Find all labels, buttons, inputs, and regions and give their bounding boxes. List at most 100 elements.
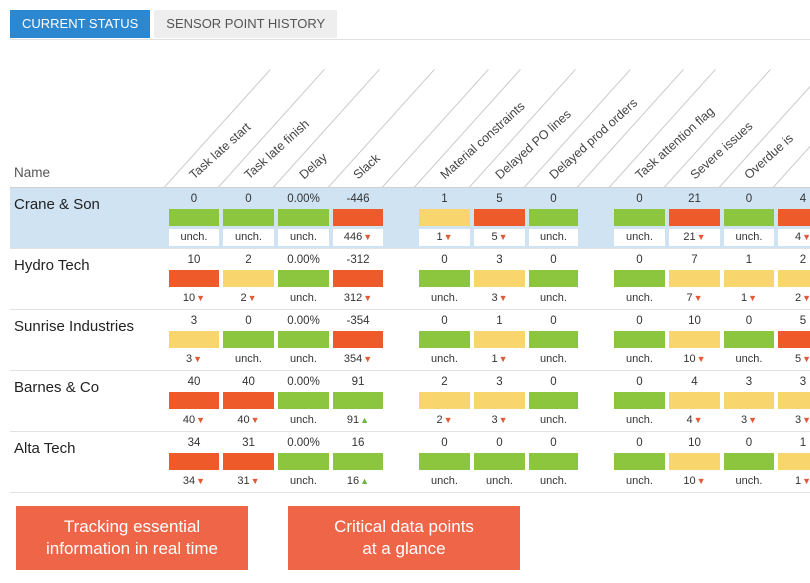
status-cell[interactable]: 0 unch. xyxy=(527,371,580,431)
status-cell[interactable]: -312 312▼ xyxy=(331,249,385,309)
callout-line: Tracking essential xyxy=(63,517,201,536)
status-cell[interactable]: 0 unch. xyxy=(612,249,667,309)
arrow-down-icon: ▼ xyxy=(802,232,810,242)
cell-value: 1 xyxy=(745,254,753,266)
status-cell[interactable]: 0 unch. xyxy=(167,188,221,248)
status-cell[interactable]: 0.00% unch. xyxy=(276,188,331,248)
cell-value: 91 xyxy=(351,376,365,388)
tab-current-status[interactable]: CURRENT STATUS xyxy=(10,10,151,38)
cell-value: 0 xyxy=(745,437,753,449)
status-cell[interactable]: 1 1▼ xyxy=(776,432,810,492)
callout-line: information in real time xyxy=(46,539,218,558)
cell-value: 3 xyxy=(799,376,807,388)
change-text: 3 xyxy=(740,414,748,426)
status-cell[interactable]: 0 unch. xyxy=(722,188,776,248)
status-cell[interactable]: 4 4▼ xyxy=(667,371,722,431)
status-cell[interactable]: 3 3▼ xyxy=(722,371,776,431)
status-bar-green xyxy=(419,331,470,348)
status-cell[interactable]: -446 446▼ xyxy=(331,188,385,248)
cell-value: 0 xyxy=(550,193,557,205)
status-cell[interactable]: 0 unch. xyxy=(417,432,472,492)
arrow-down-icon: ▼ xyxy=(196,476,206,486)
cell-value: 40 xyxy=(187,376,201,388)
table-row[interactable]: Alta Tech 34 34▼ 31 31▼ 0.00% unch. 16 16▲ 0 unch.… xyxy=(10,432,810,493)
status-cell[interactable]: 7 7▼ xyxy=(667,249,722,309)
status-cell[interactable]: 0 unch. xyxy=(417,310,472,370)
status-cell[interactable]: 0 unch. xyxy=(612,371,667,431)
status-cell[interactable]: 0 unch. xyxy=(722,310,776,370)
status-cell[interactable]: 3 3▼ xyxy=(472,371,527,431)
status-cell[interactable]: 10 10▼ xyxy=(167,249,221,309)
status-cell[interactable]: 0 unch. xyxy=(612,432,667,492)
arrow-down-icon: ▼ xyxy=(443,232,453,242)
status-cell[interactable]: 0 unch. xyxy=(221,188,276,248)
status-cell[interactable]: 3 3▼ xyxy=(776,371,810,431)
status-cell[interactable]: 1 1▼ xyxy=(417,188,472,248)
status-cell[interactable]: 21 21▼ xyxy=(667,188,722,248)
cell-change: unch. xyxy=(278,229,329,246)
cell-change: unch. xyxy=(724,351,774,368)
status-cell[interactable]: 2 2▼ xyxy=(221,249,276,309)
cell-change: unch. xyxy=(419,351,470,368)
table-row[interactable]: Hydro Tech 10 10▼ 2 2▼ 0.00% unch. -312 312▼ 0 unc… xyxy=(10,249,810,310)
status-cell[interactable]: 0 unch. xyxy=(612,310,667,370)
table-row[interactable]: Crane & Son 0 unch. 0 unch. 0.00% unch. -446 446… xyxy=(10,188,810,249)
change-text: 7 xyxy=(686,292,693,304)
status-cell[interactable]: 2 2▼ xyxy=(776,249,810,309)
arrow-down-icon: ▼ xyxy=(363,354,373,364)
change-text: 312 xyxy=(343,292,363,304)
table-row[interactable]: Barnes & Co 40 40▼ 40 40▼ 0.00% unch. 91 91▲ 2 2▼ 3… xyxy=(10,371,810,432)
status-cell[interactable]: 0 unch. xyxy=(417,249,472,309)
status-cell[interactable]: 0 unch. xyxy=(722,432,776,492)
status-cell[interactable]: 0 unch. xyxy=(527,310,580,370)
status-cell[interactable]: 0 unch. xyxy=(527,432,580,492)
status-cell[interactable]: 4 4▼ xyxy=(776,188,810,248)
cell-change: 2▼ xyxy=(778,290,810,307)
status-cell[interactable]: 3 3▼ xyxy=(167,310,221,370)
arrow-down-icon: ▼ xyxy=(693,293,703,303)
status-cell[interactable]: 0 unch. xyxy=(221,310,276,370)
cell-value: 0.00% xyxy=(287,315,320,327)
status-bar-yellow xyxy=(778,453,810,470)
status-cell[interactable]: 34 34▼ xyxy=(167,432,221,492)
status-cell[interactable]: 0.00% unch. xyxy=(276,371,331,431)
status-cell[interactable]: 0 unch. xyxy=(527,188,580,248)
status-cell[interactable]: 0 unch. xyxy=(612,188,667,248)
change-text: unch. xyxy=(626,353,653,365)
status-cell[interactable]: 40 40▼ xyxy=(167,371,221,431)
status-cell[interactable]: 5 5▼ xyxy=(776,310,810,370)
change-text: unch. xyxy=(540,414,567,426)
name-column-header[interactable]: Name xyxy=(14,165,51,180)
column-header-overdue-is[interactable]: Overdue is xyxy=(741,131,796,182)
status-cell[interactable]: 0.00% unch. xyxy=(276,432,331,492)
table-row[interactable]: Sunrise Industries 3 3▼ 0 unch. 0.00% unch. -35… xyxy=(10,310,810,371)
status-cell[interactable]: -354 354▼ xyxy=(331,310,385,370)
status-bar-green xyxy=(278,209,329,226)
cell-change: 40▼ xyxy=(169,412,219,429)
change-text: unch. xyxy=(735,231,763,243)
status-cell[interactable]: 16 16▲ xyxy=(331,432,385,492)
status-bar-green xyxy=(529,270,578,287)
status-cell[interactable]: 10 10▼ xyxy=(667,432,722,492)
status-cell[interactable]: 91 91▲ xyxy=(331,371,385,431)
status-cell[interactable]: 31 31▼ xyxy=(221,432,276,492)
arrow-down-icon: ▼ xyxy=(443,415,453,425)
arrow-down-icon: ▼ xyxy=(193,354,203,364)
status-cell[interactable]: 1 1▼ xyxy=(472,310,527,370)
change-text: 10 xyxy=(683,353,696,365)
status-cell[interactable]: 10 10▼ xyxy=(667,310,722,370)
status-cell[interactable]: 1 1▼ xyxy=(722,249,776,309)
status-cell[interactable]: 3 3▼ xyxy=(472,249,527,309)
cell-change: 1▼ xyxy=(474,351,525,368)
status-cell[interactable]: 0 unch. xyxy=(527,249,580,309)
tab-sensor-point-history[interactable]: SENSOR POINT HISTORY xyxy=(154,10,338,38)
cell-value: 0 xyxy=(550,315,557,327)
status-cell[interactable]: 0 unch. xyxy=(472,432,527,492)
status-cell[interactable]: 40 40▼ xyxy=(221,371,276,431)
status-cell[interactable]: 5 5▼ xyxy=(472,188,527,248)
status-bar-green xyxy=(724,209,774,226)
status-cell[interactable]: 0.00% unch. xyxy=(276,249,331,309)
cell-value: 4 xyxy=(799,193,807,205)
status-cell[interactable]: 0.00% unch. xyxy=(276,310,331,370)
status-cell[interactable]: 2 2▼ xyxy=(417,371,472,431)
